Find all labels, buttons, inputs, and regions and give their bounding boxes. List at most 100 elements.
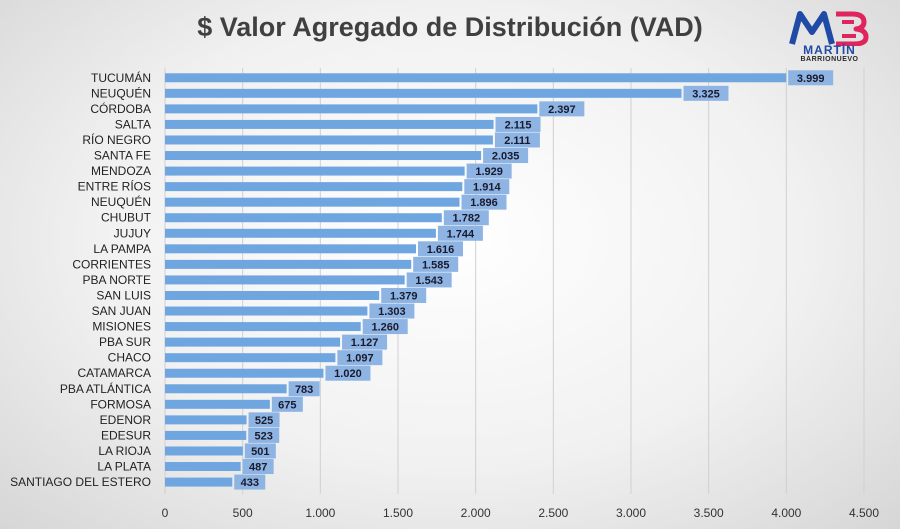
logo-sub-text: BARRIONUEVO [800,56,859,63]
bar [165,322,361,332]
value-label: 1.127 [351,337,379,349]
value-label: 1.020 [334,368,362,380]
category-label: CHACO [108,351,151,365]
value-label: 2.115 [505,119,532,131]
value-label: 1.303 [378,306,406,318]
value-label: 523 [255,430,273,442]
x-tick-label: 1.500 [383,506,413,520]
value-label-box [788,70,834,86]
logo-brand-text: MARTÍN [803,43,856,57]
bar [165,275,405,285]
value-label-box [683,85,729,101]
value-label-box [494,132,540,148]
value-label: 1.097 [346,353,374,365]
category-label: SANTA FE [94,149,151,163]
value-label-box [539,101,585,117]
x-tick-label: 4.000 [771,506,801,520]
value-label: 1.929 [475,166,503,178]
bars [165,73,787,487]
x-tick-label: 4.500 [849,506,879,520]
x-tick-label: 2.500 [538,506,568,520]
category-label: CATAMARCA [77,366,151,380]
value-label-box [325,365,371,381]
bar [165,104,538,114]
bar [165,213,442,223]
x-axis-tick-labels: 0 500 1.000 1.500 2.000 2.500 3.000 3.500 4.000 4… [162,506,880,520]
bar [165,119,494,129]
value-label: 525 [255,415,273,427]
value-label: 2.111 [504,135,530,147]
bar [165,244,417,254]
bar [165,259,412,269]
value-label: 433 [241,477,259,489]
value-label: 3.325 [692,88,720,100]
bar [165,446,243,456]
bar [165,415,247,425]
category-label: MISIONES [92,320,151,334]
bar [165,88,682,98]
bar [165,166,465,176]
x-tick-label: 3.500 [694,506,724,520]
category-label: PBA SUR [99,335,151,349]
bar [165,135,493,145]
value-label: 1.782 [453,213,481,225]
value-label: 2.397 [548,104,576,116]
category-label: SAN LUIS [96,288,151,302]
bar [165,384,287,394]
category-label: MENDOZA [91,164,151,178]
bar [165,399,270,409]
value-label-box [461,194,507,210]
value-label: 2.035 [492,151,520,163]
bar [165,477,233,487]
category-label: SALTA [115,117,151,131]
bar [165,353,336,363]
value-label-box [248,412,280,428]
value-labels: 3.999 3.325 2.397 2.115 2.111 2.035 1.929 1.914… [234,70,834,490]
category-label: CHUBUT [101,211,152,225]
value-label-box [413,256,459,272]
value-label: 1.914 [473,182,501,194]
category-label: SAN JUAN [92,304,151,318]
value-label-box [483,148,529,164]
value-label: 1.260 [371,322,399,334]
value-label: 1.744 [447,228,475,240]
category-label: JUJUY [114,226,151,240]
category-label: FORMOSA [90,397,151,411]
category-label: NEUQUÉN [91,85,151,100]
category-label: LA PLATA [97,460,151,474]
bar [165,151,482,161]
bar [165,368,324,378]
category-label: EDESUR [101,428,151,442]
value-label-box [337,350,383,366]
value-label: 1.585 [422,259,450,271]
category-label: NEUQUÉN [91,194,151,209]
bar [165,290,380,300]
value-label-box [242,459,274,475]
value-label: 1.896 [470,197,498,209]
x-tick-label: 3.000 [616,506,646,520]
category-label: LA RIOJA [98,444,151,458]
category-label: PBA NORTE [83,273,151,287]
bar [165,430,247,440]
x-tick-label: 2.000 [461,506,491,520]
bar [165,228,436,238]
x-tick-label: 1.000 [305,506,335,520]
bar [165,306,368,316]
value-label-box [362,319,408,335]
bar [165,182,463,192]
value-label: 487 [249,462,267,474]
mb-logo-icon [789,11,869,47]
value-label: 1.379 [390,290,418,302]
value-label-box [406,272,452,288]
value-label-box [495,116,541,132]
category-label: ENTRE RÍOS [78,179,151,194]
value-label-box [466,163,512,179]
value-label-box [418,241,464,257]
category-label: RÍO NEGRO [82,132,151,147]
brand-logo: MARTÍN BARRIONUEVO [782,10,877,66]
bar [165,197,460,207]
value-label-box [369,303,415,319]
value-label-box [464,179,510,195]
